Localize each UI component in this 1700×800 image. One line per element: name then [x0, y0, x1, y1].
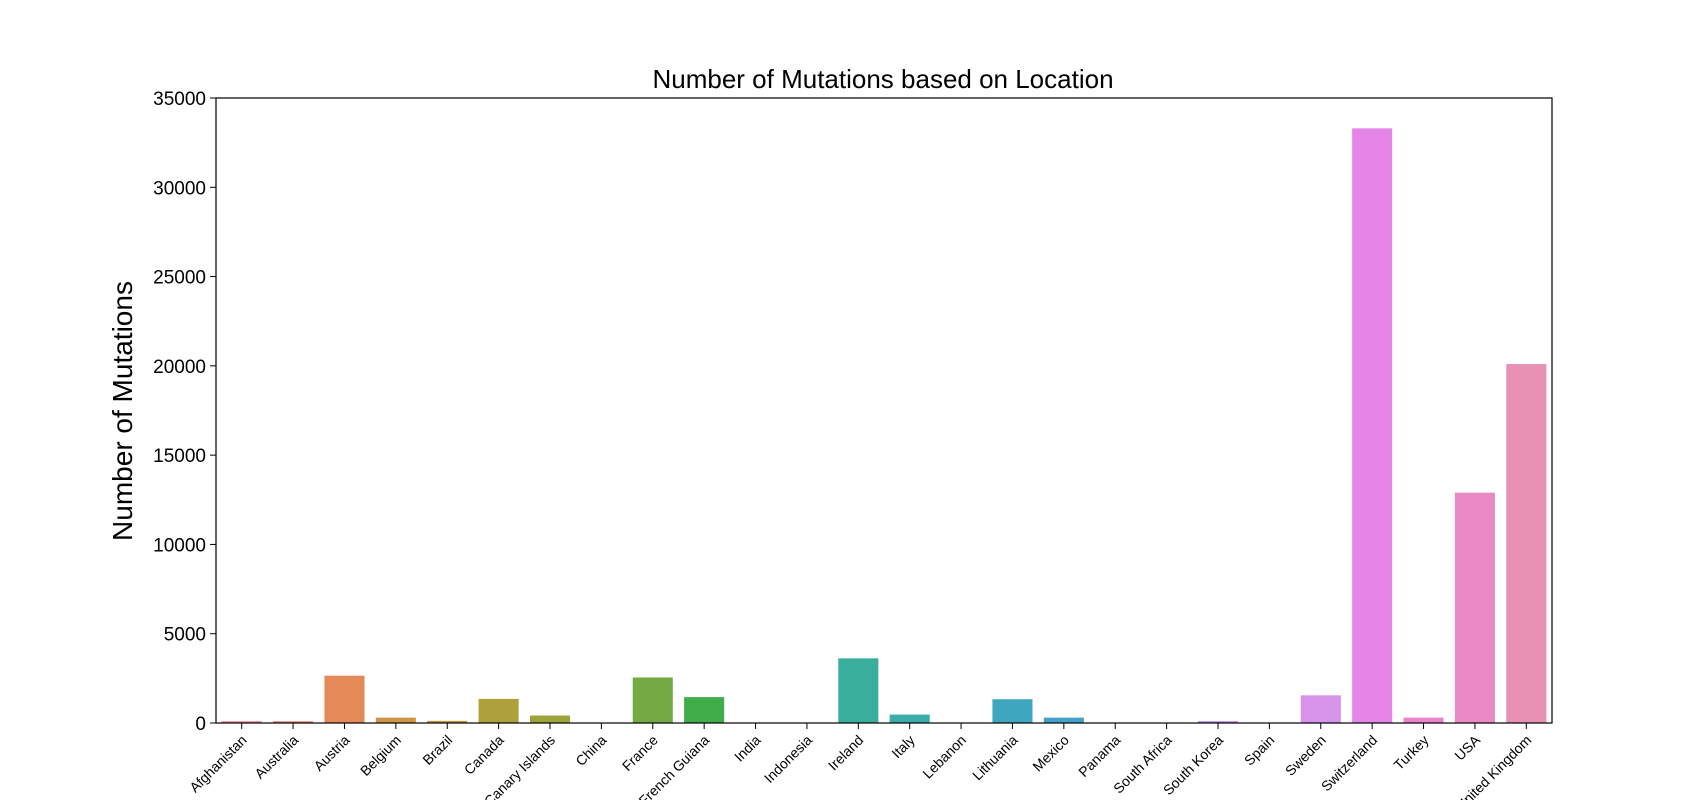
x-axis: Afghanistan Australia Austria Belgium Brazil… [186, 723, 1534, 800]
x-tick-label: Indonesia [761, 732, 815, 786]
y-tick-label: 10000 [153, 535, 206, 556]
bars-group [221, 128, 1547, 723]
bar-austria [324, 675, 365, 723]
y-tick-label: 0 [195, 714, 206, 735]
bar-mexico [1043, 717, 1084, 723]
bar-france [632, 677, 673, 723]
x-tick-label: Switzerland [1318, 732, 1380, 794]
bar-belgium [375, 717, 416, 723]
x-tick-label: Austria [310, 732, 352, 774]
x-tick-label: India [731, 732, 764, 765]
y-axis: 0 5000 10000 15000 20000 25000 30000 35000 [153, 89, 216, 735]
x-tick-label: Mexico [1029, 732, 1072, 775]
chart-title: Number of Mutations based on Location [652, 64, 1113, 94]
bar-sweden [1300, 695, 1341, 723]
x-tick-label: Sweden [1282, 732, 1329, 779]
y-axis-label: Number of Mutations [107, 281, 138, 541]
bar-turkey [1403, 717, 1444, 723]
x-tick-label: USA [1451, 731, 1483, 763]
bar-switzerland [1352, 128, 1393, 723]
plot-frame [215, 97, 1553, 724]
bar-canada [478, 698, 519, 723]
x-tick-label: Lebanon [919, 732, 969, 782]
x-tick-label: Brazil [419, 732, 455, 768]
bar-australia [273, 721, 314, 723]
x-tick-label: Canada [461, 732, 507, 778]
bar-usa [1454, 492, 1495, 723]
x-tick-label: China [572, 732, 609, 769]
y-tick-label: 25000 [153, 268, 206, 289]
x-tick-label: Turkey [1390, 732, 1431, 773]
y-tick-label: 30000 [153, 178, 206, 199]
bar-brazil [427, 720, 468, 723]
bar-united-kingdom [1506, 364, 1547, 723]
y-tick-label: 20000 [153, 357, 206, 378]
bar-lithuania [992, 699, 1033, 723]
x-tick-label: France [619, 732, 661, 774]
x-tick-label: Spain [1241, 732, 1278, 769]
y-tick-label: 5000 [164, 625, 206, 646]
bar-canary-islands [529, 715, 571, 723]
y-tick-label: 15000 [153, 446, 206, 467]
x-tick-label: Australia [251, 732, 301, 782]
bar-afghanistan [221, 721, 262, 723]
bar-south-korea [1197, 721, 1239, 723]
bar-ireland [838, 658, 879, 723]
x-tick-label: Ireland [825, 732, 867, 774]
bar-italy [889, 714, 930, 723]
x-tick-label: Afghanistan [186, 732, 250, 796]
x-tick-label: Belgium [357, 732, 404, 779]
x-tick-label: Italy [888, 732, 917, 761]
x-tick-label: Panama [1075, 732, 1123, 780]
bar-french-guiana [684, 697, 725, 723]
y-tick-label: 35000 [153, 89, 206, 110]
x-tick-label: Lithuania [969, 732, 1021, 784]
